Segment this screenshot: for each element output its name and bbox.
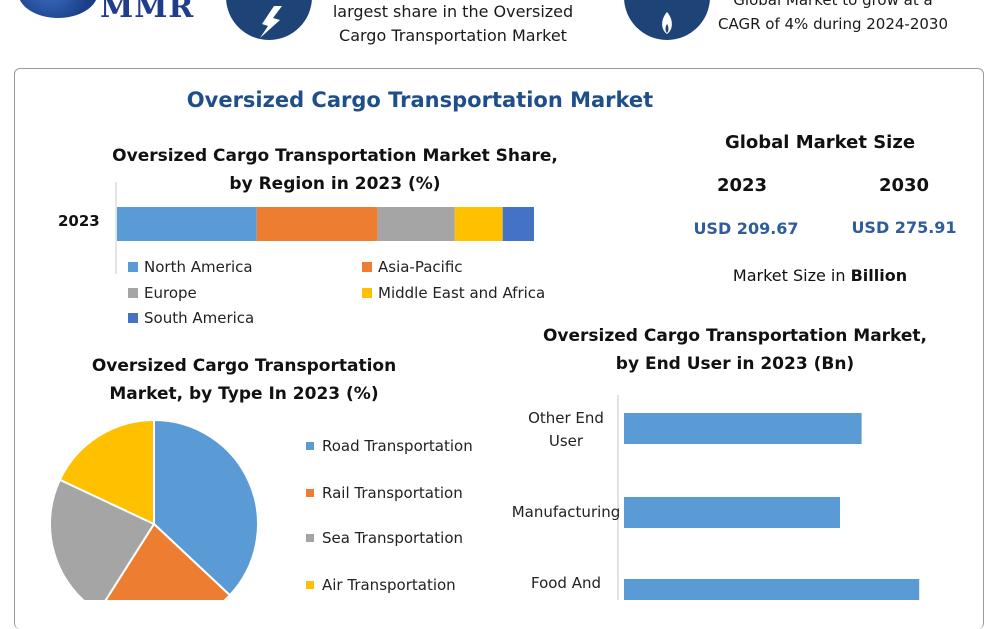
enduser-bar-manufacturing [624,497,840,528]
region-category-label: 2023 [58,212,100,230]
legend-swatch [128,261,138,272]
share-text: largest share in the Oversized Cargo Tra… [318,0,588,48]
market-size-note: Market Size in Billion [690,266,950,285]
legend-swatch [306,488,314,497]
enduser-chart-title-text: Oversized Cargo Transportation Market, b… [542,326,928,374]
enduser-category-label: Food And [531,574,601,592]
share-text-line-1: largest share in the Oversized [332,2,574,21]
region-legend-asia-pacific: Asia-Pacific [362,258,463,276]
legend-label: Rail Transportation [322,484,463,502]
type-legend-road-transportation: Road Transportation [306,437,473,455]
enduser-chart-title: Oversized Cargo Transportation Market, b… [530,322,940,378]
share-text-line-2: Cargo Transportation Market [339,26,567,45]
legend-label: Road Transportation [322,437,473,455]
region-chart-title: Oversized Cargo Transportation Market Sh… [100,142,570,198]
type-chart-title: Oversized Cargo Transportation Market, b… [66,352,422,408]
region-legend-europe: Europe [128,284,197,302]
region-chart-title-text: Oversized Cargo Transportation Market Sh… [112,146,558,194]
legend-swatch [306,441,314,450]
enduser-bar-food-and [624,579,920,600]
legend-label: Asia-Pacific [378,258,463,276]
legend-label: Middle East and Africa [378,284,546,302]
region-bar-asia-pacific [256,207,378,241]
pie-slice-air-transportation [58,418,155,526]
cagr-text-line-1: Global Market to grow at a [733,0,933,9]
legend-swatch [306,580,314,589]
region-legend-north-america: North America [128,258,253,276]
legend-swatch [362,261,372,272]
market-size-year-2023: 2023 [716,175,768,196]
enduser-bar-other-end-user [624,413,862,444]
enduser-category-label: User [549,432,584,450]
legend-swatch [128,287,138,298]
legend-swatch [128,312,138,323]
type-legend-air-transportation: Air Transportation [306,576,456,594]
region-bar-middle-east-and-africa [454,207,503,241]
legend-label: South America [144,309,255,327]
region-stacked-bar-chart [115,182,534,274]
region-bar-europe [377,207,455,241]
logo-text: MMR [100,0,195,25]
region-legend-south-america: South America [128,309,254,327]
type-legend-sea-transportation: Sea Transportation [306,529,463,547]
legend-label: Air Transportation [322,576,456,594]
legend-label: Sea Transportation [322,529,464,547]
pie-slice-road-transportation [153,418,259,597]
content-frame [14,68,984,629]
region-legend-middle-east-and-africa: Middle East and Africa [362,284,545,302]
type-legend-rail-transportation: Rail Transportation [306,484,463,502]
header-band: MMR largest share in the Oversized Cargo… [0,0,1000,60]
region-bar-south-america [502,207,534,241]
enduser-category-label: Other End [528,409,604,427]
mmr-globe-logo-icon [18,0,98,18]
pie-slice-rail-transportation [104,522,232,600]
legend-swatch [362,287,372,298]
market-size-title: Global Market Size [724,132,916,153]
cagr-text-line-2: CAGR of 4% during 2024-2030 [718,15,948,33]
flame-icon [624,0,710,40]
market-size-note-prefix: Market Size in [732,266,851,285]
legend-label: Europe [144,284,197,302]
market-size-note-unit: Billion [850,266,908,285]
pie-slice-sea-transportation [49,478,156,600]
lightning-icon [226,0,312,40]
market-size-value-2023: USD 209.67 [693,219,799,238]
enduser-bar-chart: Other End User Manufacturing Food And [512,395,920,600]
enduser-category-label: Manufacturing [512,503,621,521]
main-title: Oversized Cargo Transportation Market [186,88,654,112]
market-size-value-2030: USD 275.91 [851,218,957,237]
region-bar-north-america [117,207,257,241]
cagr-text: Global Market to grow at a CAGR of 4% du… [708,0,958,36]
type-pie-chart [49,418,259,600]
market-size-year-2030: 2030 [878,175,930,196]
legend-label: North America [144,258,253,276]
legend-swatch [306,533,314,542]
type-chart-title-text: Oversized Cargo Transportation Market, b… [91,356,397,404]
